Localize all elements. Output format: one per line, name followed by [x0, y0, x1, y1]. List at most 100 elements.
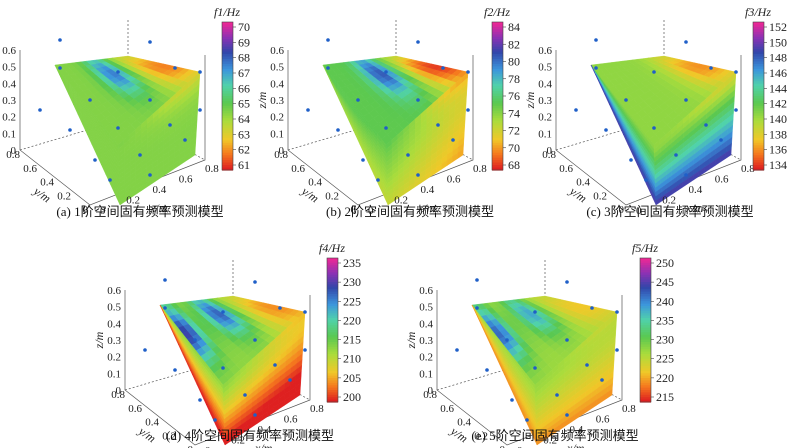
colorbar-segment [327, 267, 338, 271]
colorbar-segment [222, 150, 233, 154]
colorbar-segment [222, 24, 233, 28]
colorbar-segment [640, 279, 651, 283]
z-tick-label: 0.4 [2, 78, 16, 90]
sample-point [436, 123, 440, 127]
colorbar-segment [222, 81, 233, 85]
colorbar-segment [753, 140, 764, 144]
y-tick-label: 0.2 [57, 190, 71, 202]
y-tick-label: 0.4 [145, 417, 159, 429]
x-tick-label: 0.6 [596, 414, 610, 426]
colorbar-segment [753, 118, 764, 122]
colorbar-segment [222, 93, 233, 97]
colorbar-segment [222, 120, 233, 124]
colorbar-segment [492, 133, 503, 137]
z-tick-label: 0.1 [107, 368, 121, 380]
colorbar-tick-label: 148 [769, 51, 787, 65]
colorbar-segment [640, 378, 651, 381]
sample-point [253, 338, 257, 342]
colorbar-segment [492, 162, 503, 166]
z-tick-label: 0.1 [538, 128, 552, 140]
colorbar-segment [222, 118, 233, 122]
colorbar-segment [640, 272, 651, 276]
z-tick-label: 0.3 [419, 335, 433, 347]
sample-points [143, 278, 307, 422]
colorbar-tick-label: 225 [343, 294, 361, 308]
colorbar-tick-label: 69 [238, 35, 250, 49]
x-tick-label: 0 [636, 205, 642, 217]
colorbar-segment [222, 108, 233, 112]
sample-point [475, 306, 479, 310]
y-tick-label: 0.8 [423, 389, 437, 401]
colorbar-segment [640, 325, 651, 329]
y-tick-label: 0.4 [308, 177, 322, 189]
colorbar-segment [492, 26, 503, 30]
sample-point [116, 70, 120, 74]
colorbar-segment [327, 330, 338, 333]
colorbar-segment [492, 29, 503, 33]
x-tick-label: 0.2 [662, 195, 676, 207]
z-tick-label: 0.4 [270, 78, 284, 90]
colorbar-segment [640, 296, 651, 300]
colorbar-segment [753, 108, 764, 112]
colorbar-segment [327, 346, 338, 350]
x-tick-label: 0.8 [473, 163, 487, 175]
colorbar-frame [221, 21, 234, 171]
sample-point [143, 348, 147, 352]
colorbar-segment [492, 34, 503, 38]
colorbar-segment [327, 351, 338, 355]
colorbar-tick-label: 134 [769, 158, 787, 172]
sample-points [38, 38, 202, 182]
colorbar-segment [753, 98, 764, 102]
colorbar-segment [222, 66, 233, 70]
z-tick-label: 0.2 [419, 352, 433, 364]
colorbar-segment [753, 91, 764, 95]
colorbar-segment [327, 279, 338, 283]
colorbar-segment [222, 128, 233, 132]
colorbar-segment [753, 120, 764, 124]
colorbar-segment [640, 282, 651, 285]
colorbar-segment [327, 334, 338, 338]
y-tick-label: 0.8 [111, 389, 125, 401]
z-tick-label: 0.2 [107, 352, 121, 364]
colorbar-tick-label: 150 [769, 35, 787, 49]
caption: (c) 3阶空间固有频率预测模型 [586, 204, 753, 219]
z-tick-label: 0.1 [270, 128, 284, 140]
sample-point [709, 66, 713, 70]
colorbar-segment [753, 59, 764, 63]
colorbar-tick-label: 78 [508, 72, 520, 86]
sample-point [221, 310, 225, 314]
colorbar-segment [222, 105, 233, 109]
colorbar-segment [222, 130, 233, 134]
colorbar-segment [492, 66, 503, 70]
colorbar-segment [327, 387, 338, 391]
colorbar-segment [492, 22, 503, 26]
sample-point [193, 338, 197, 342]
colorbar-segment [640, 301, 651, 305]
colorbar-tick-label: 235 [343, 256, 361, 270]
sample-point [273, 363, 277, 367]
colorbar-segment [222, 113, 233, 117]
colorbar-segment [753, 93, 764, 97]
colorbar-segment [492, 155, 503, 159]
z-tick-label: 0.4 [538, 78, 552, 90]
colorbar-segment [753, 145, 764, 149]
colorbar-segment [753, 44, 764, 48]
colorbar-label: f2/Hz [484, 5, 510, 19]
colorbar-tick-label: 220 [656, 371, 674, 385]
colorbar-segment [222, 39, 233, 43]
colorbar-segment [492, 130, 503, 134]
chart-panel-3: 00.10.20.30.40.50.6z/m00.20.40.60.8y/m00… [523, 20, 755, 217]
sample-point [278, 306, 282, 310]
colorbar-tick-label: 84 [508, 20, 520, 34]
colorbar-segment [753, 150, 764, 154]
colorbar-segment [640, 337, 651, 341]
colorbar-segment [222, 54, 233, 58]
axes-frame [287, 50, 474, 206]
sample-point [574, 108, 578, 112]
colorbar-segment [492, 147, 503, 151]
colorbar-segment [492, 71, 503, 75]
colorbar-segment [640, 260, 651, 264]
sample-point [719, 138, 723, 142]
colorbar-tick-label: 72 [508, 124, 520, 138]
colorbar-segment [640, 308, 651, 312]
